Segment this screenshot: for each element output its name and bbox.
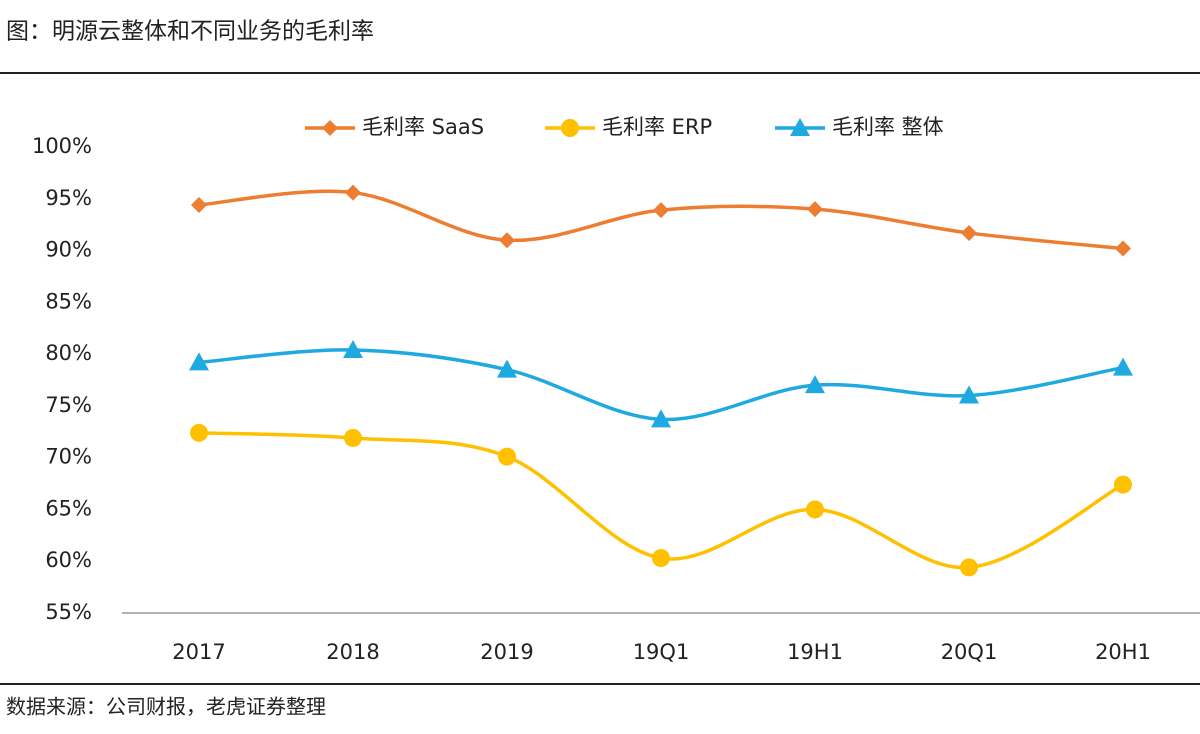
point-marker [959,385,979,404]
point-marker [652,549,670,568]
legend-label: 毛利率 ERP [602,115,712,139]
x-tick-label: 2018 [326,640,379,664]
point-marker [190,423,208,442]
y-tick-label: 90% [45,238,92,262]
point-marker [653,202,669,219]
y-tick-label: 75% [45,393,92,417]
point-marker [344,428,362,447]
point-marker [960,558,978,577]
point-marker [961,224,977,241]
point-marker [343,339,363,358]
y-tick-label: 70% [45,445,92,469]
y-tick-label: 80% [45,341,92,365]
point-marker [191,196,207,213]
x-tick-label: 2017 [172,640,225,664]
y-tick-label: 55% [45,600,92,624]
series-line [198,348,1124,422]
y-tick-label: 100% [32,134,92,158]
y-tick-label: 85% [45,289,92,313]
point-marker [1113,357,1133,376]
y-tick-label: 95% [45,186,92,210]
legend-marker [322,120,338,136]
point-marker [345,184,361,201]
point-marker [805,375,825,394]
point-marker [1114,475,1132,494]
x-tick-label: 20Q1 [941,640,998,664]
chart-title: 图：明源云整体和不同业务的毛利率 [6,19,374,45]
source-note: 数据来源：公司财报，老虎证券整理 [6,695,326,719]
point-marker [499,232,515,249]
legend-marker [561,119,579,137]
point-marker [497,359,517,378]
x-tick-label: 20H1 [1095,640,1151,664]
point-marker [807,201,823,218]
x-tick-label: 19H1 [787,640,843,664]
x-tick-label: 2019 [480,640,533,664]
y-tick-label: 65% [45,496,92,520]
x-tick-label: 19Q1 [633,640,690,664]
legend-label: 毛利率 整体 [832,115,944,139]
series-line [198,189,1124,251]
point-marker [189,352,209,371]
legend-label: 毛利率 SaaS [362,115,484,139]
point-marker [1115,240,1131,257]
y-tick-label: 60% [45,548,92,572]
point-marker [806,500,824,519]
point-marker [498,447,516,466]
point-marker [651,409,671,428]
legend-marker [790,118,810,136]
series-line [198,431,1124,570]
